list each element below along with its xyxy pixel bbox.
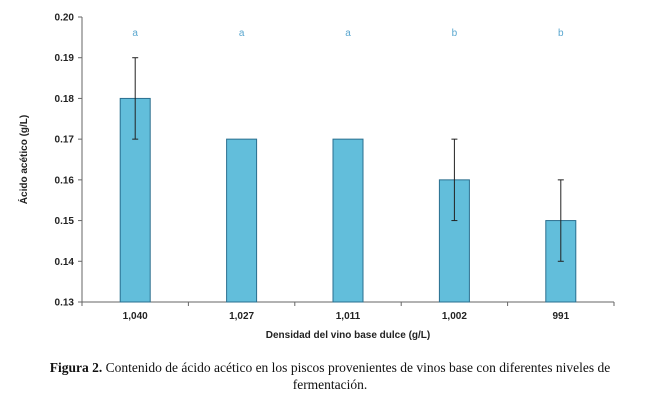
y-tick-label: 0.20: [55, 13, 75, 24]
significance-letter: a: [132, 28, 138, 39]
x-axis-ticks: 1,040 1,027 1,011 1,002 991: [81, 302, 615, 322]
significance-letter: a: [345, 28, 351, 39]
x-axis-label: Densidad del vino base dulce (g/L): [266, 330, 430, 341]
error-bars: [132, 57, 564, 262]
bar: [332, 138, 364, 303]
error-bar: [557, 179, 564, 262]
x-tick-label: 1,040: [123, 311, 148, 322]
y-tick-label: 0.15: [55, 216, 75, 227]
significance-letter: b: [558, 28, 564, 39]
x-tick-label: 1,011: [336, 311, 361, 322]
error-bar: [132, 57, 139, 140]
y-tick-label: 0.13: [55, 298, 75, 309]
x-tick-label: 1,027: [229, 311, 254, 322]
y-tick-label: 0.18: [55, 94, 75, 105]
y-tick-label: 0.19: [55, 53, 75, 64]
caption-label: Figura 2.: [49, 360, 103, 375]
bar-chart: 0.13 0.14 0.15 0.16 0.17 0.18 0.19 0.20 a a a b b 1…: [17, 13, 615, 341]
bar: [226, 138, 258, 303]
figure-caption: Figura 2. Contenido de ácido acético en …: [30, 359, 630, 393]
y-tick-label: 0.14: [55, 257, 75, 268]
bars: [119, 97, 577, 303]
error-bar: [451, 138, 458, 222]
significance-letter: b: [452, 28, 458, 39]
y-axis-label: Ácido acético (g/L): [17, 115, 30, 204]
caption-text: Contenido de ácido acético en los piscos…: [102, 360, 611, 392]
y-tick-label: 0.16: [55, 175, 75, 186]
x-tick-label: 991: [552, 311, 569, 322]
y-axis-ticks: 0.13 0.14 0.15 0.16 0.17 0.18 0.19 0.20: [55, 13, 82, 309]
significance-letter: a: [239, 28, 245, 39]
x-tick-label: 1,002: [442, 311, 467, 322]
y-tick-label: 0.17: [55, 135, 75, 146]
